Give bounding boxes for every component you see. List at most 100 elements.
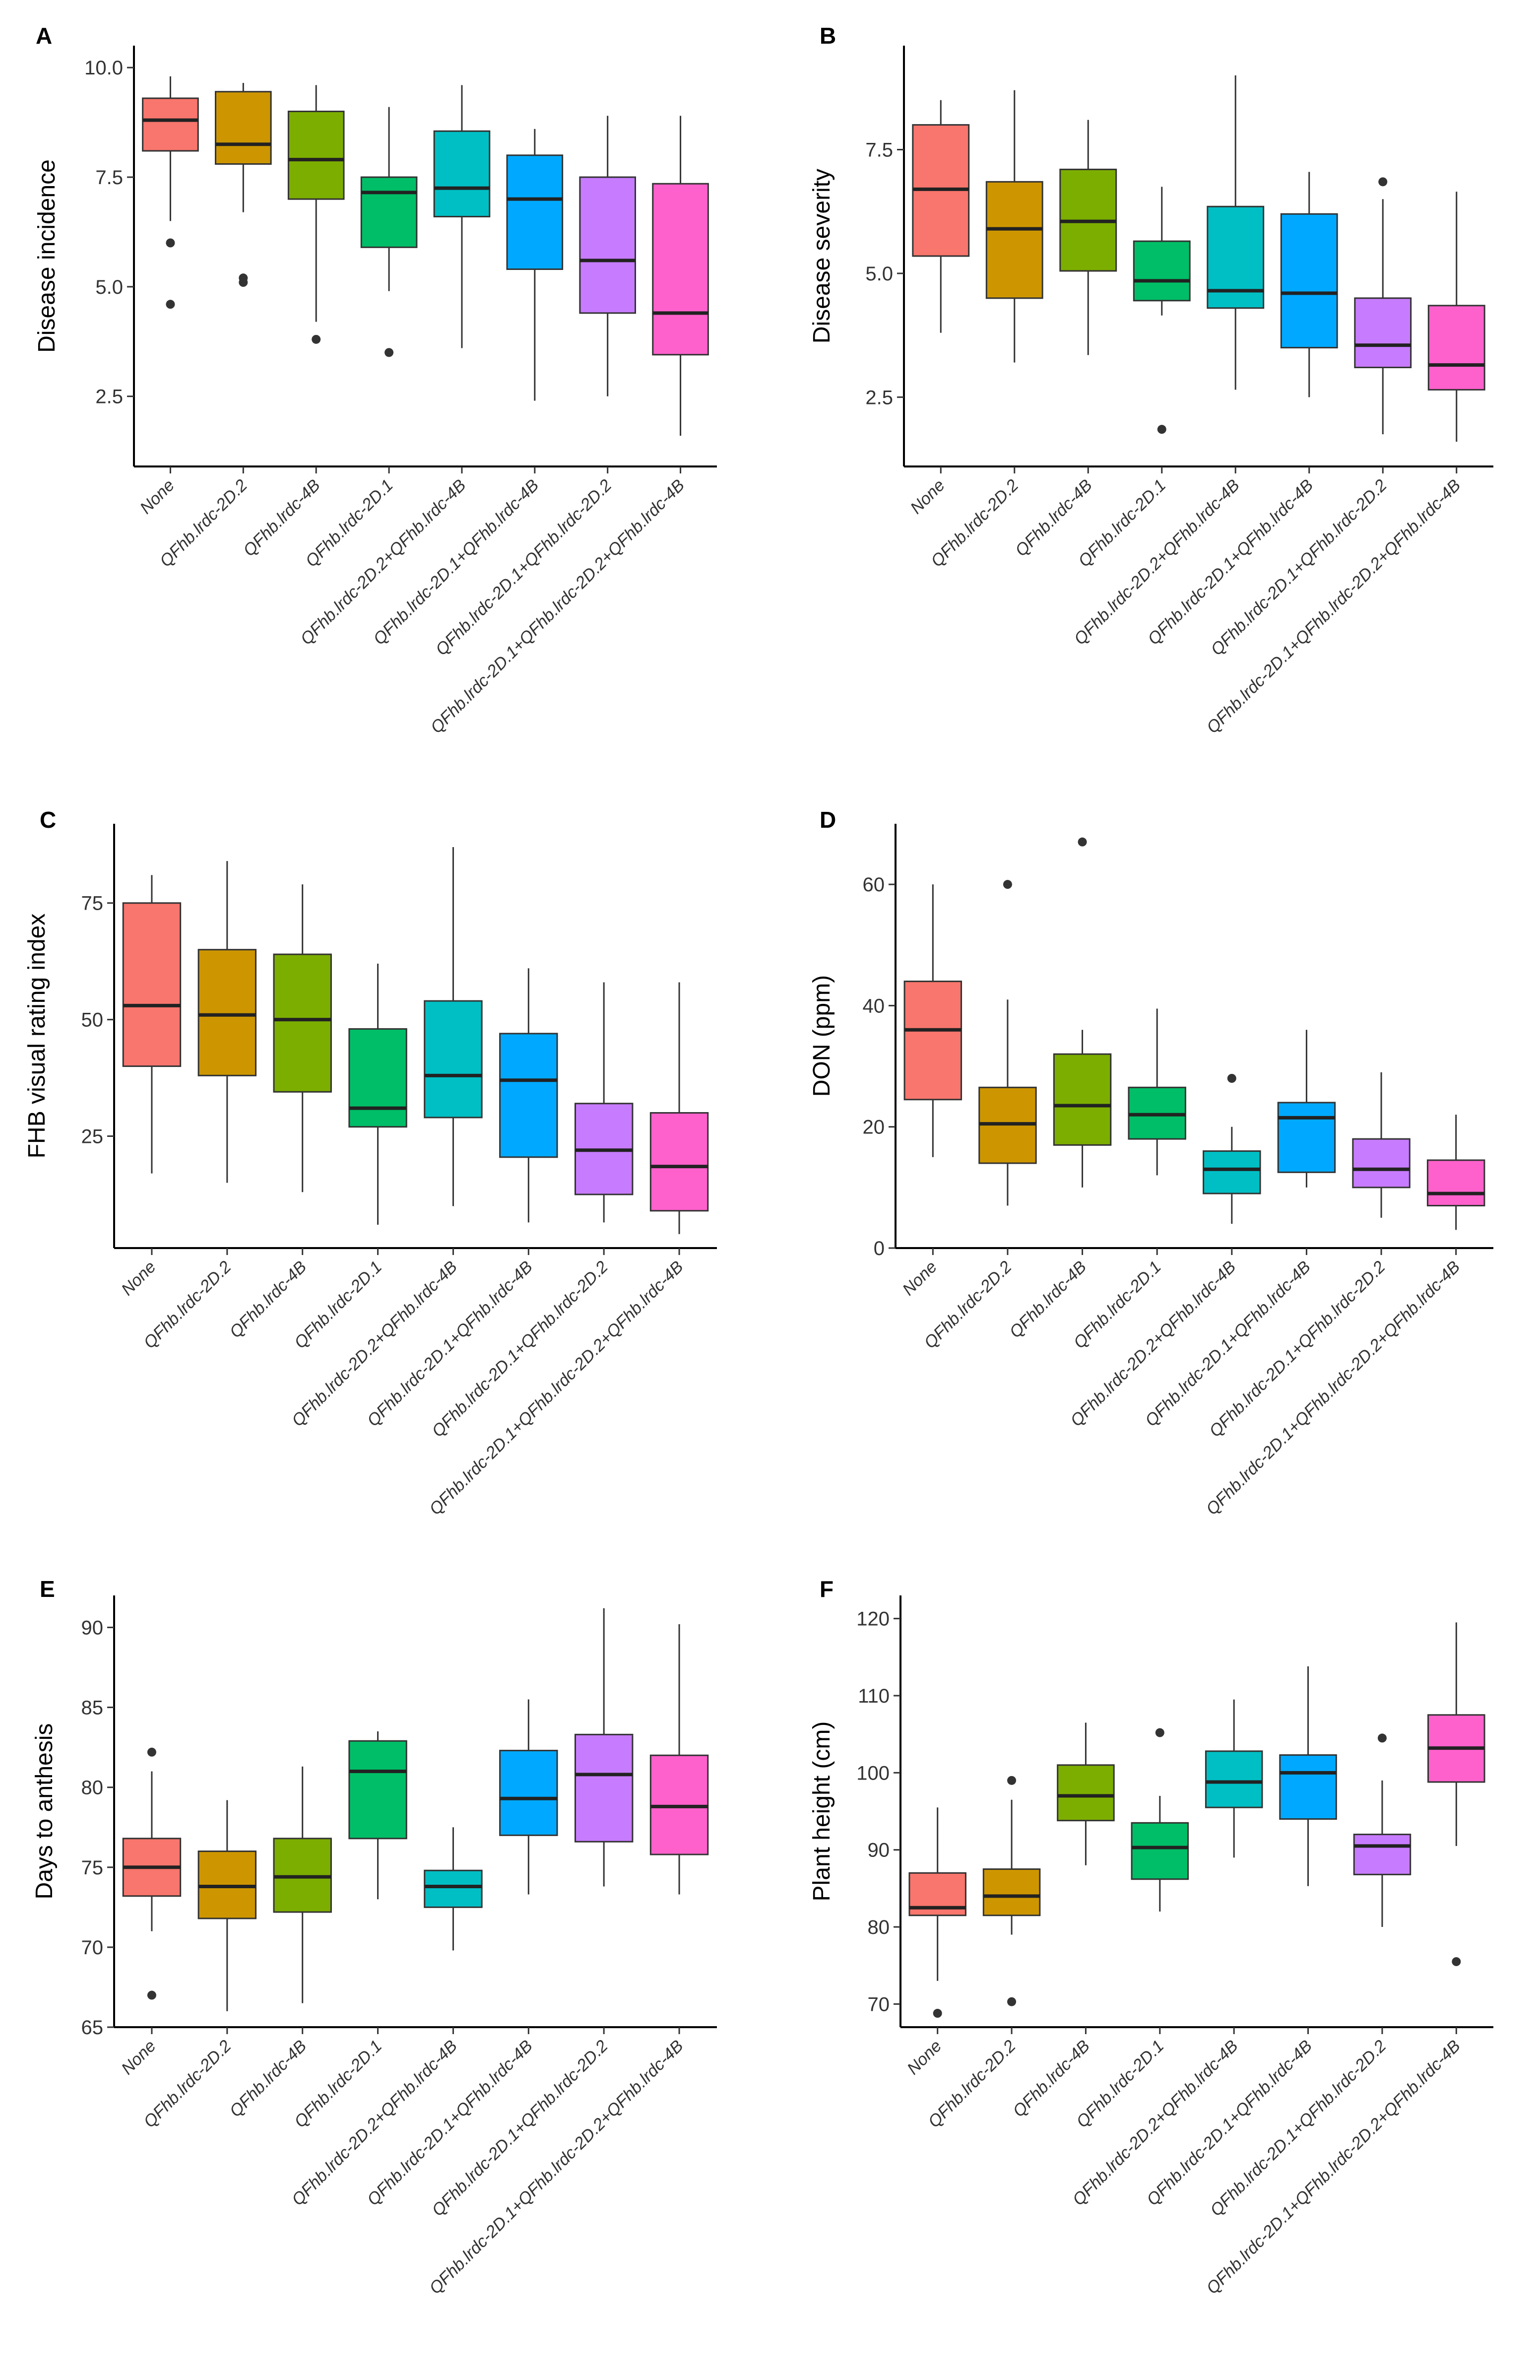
y-tick-label: 7.5 — [865, 139, 893, 161]
box-iqr — [1053, 1053, 1112, 1146]
y-tick-label: 25 — [81, 1126, 104, 1148]
panel-c: C FHB visual rating index 75 50 25 None QFhb.l… — [24, 807, 717, 1519]
y-tick-label: 5.0 — [865, 263, 893, 285]
box-3 — [1133, 187, 1191, 434]
x-tick-label: QFhb.lrdc-2D.1+QFhb.lrdc-2D.2+QFhb.lrdc-… — [426, 1257, 687, 1519]
outlier-point — [166, 300, 175, 309]
box-iqr — [1205, 1750, 1263, 1808]
x-tick-label: QFhb.lrdc-2D.2+QFhb.lrdc-4B — [288, 1257, 461, 1430]
x-tick-label: QFhb.lrdc-2D.1+QFhb.lrdc-2D.2+QFhb.lrdc-… — [1203, 2037, 1464, 2298]
box-1 — [197, 861, 257, 1183]
box-6 — [574, 982, 634, 1223]
y-tick-label: 50 — [81, 1009, 104, 1031]
box-0 — [122, 875, 182, 1174]
outlier-point — [166, 238, 175, 248]
box-iqr — [348, 1740, 407, 1840]
box-4 — [433, 85, 491, 348]
y-tick-label: 85 — [81, 1697, 104, 1719]
box-iqr — [499, 1033, 558, 1158]
y-axis-title: Disease incidence — [34, 159, 60, 353]
x-tick-label: QFhb.lrdc-2D.2+QFhb.lrdc-4B — [1067, 1257, 1239, 1430]
box-iqr — [215, 91, 272, 165]
box-7 — [1426, 1115, 1485, 1230]
panel-letter: E — [40, 1576, 55, 1602]
box-6 — [579, 116, 636, 397]
y-tick-label: 2.5 — [865, 387, 893, 408]
x-tick-label: None — [118, 2037, 159, 2078]
box-4 — [1207, 75, 1265, 390]
outlier-point — [385, 348, 394, 357]
panel-letter: D — [820, 807, 836, 833]
box-0 — [122, 1747, 182, 2000]
outlier-point — [1003, 880, 1012, 889]
box-iqr — [1207, 205, 1265, 309]
outlier-point — [1007, 1997, 1017, 2006]
outlier-point — [1155, 1728, 1164, 1737]
panel-f: F Plant height (cm) 120 110 100 90 80 70 None QFh… — [809, 1576, 1493, 2298]
box-6 — [1354, 177, 1412, 435]
box-iqr — [1133, 240, 1191, 302]
box-7 — [649, 982, 709, 1234]
box-2 — [287, 85, 345, 344]
box-7 — [1427, 1622, 1485, 1966]
box-3 — [348, 1731, 407, 1900]
outlier-point — [1377, 1733, 1387, 1743]
box-0 — [903, 884, 962, 1157]
outlier-point — [1007, 1776, 1017, 1785]
box-3 — [348, 963, 407, 1225]
box-6 — [1353, 1733, 1412, 1927]
x-tick-label: QFhb.lrdc-2D.1+QFhb.lrdc-2D.2+QFhb.lrdc-… — [426, 2037, 687, 2298]
box-6 — [574, 1608, 634, 1887]
box-2 — [1057, 1722, 1115, 1865]
x-tick-label: QFhb.lrdc-2D.1+QFhb.lrdc-2D.2+QFhb.lrdc-… — [1203, 476, 1465, 737]
y-tick-label: 110 — [858, 1685, 890, 1707]
box-iqr — [1354, 297, 1412, 368]
outlier-point — [147, 1990, 156, 2000]
box-iqr — [348, 1028, 407, 1128]
panel-letter: C — [40, 807, 56, 833]
y-tick-label: 80 — [868, 1917, 890, 1938]
box-4 — [424, 847, 483, 1206]
box-1 — [982, 1776, 1041, 2006]
box-5 — [1280, 172, 1338, 397]
y-tick-label: 0 — [874, 1238, 885, 1259]
y-tick-label: 90 — [81, 1617, 104, 1639]
box-iqr — [985, 181, 1043, 299]
box-1 — [215, 83, 272, 287]
y-tick-label: 100 — [856, 1762, 890, 1784]
y-tick-label: 40 — [863, 995, 885, 1017]
box-iqr — [499, 1750, 558, 1836]
box-0 — [908, 1807, 966, 2018]
box-iqr — [287, 111, 345, 200]
box-iqr — [142, 97, 199, 152]
y-tick-label: 75 — [81, 1857, 104, 1879]
box-iqr — [273, 953, 332, 1093]
y-tick-label: 7.5 — [95, 167, 123, 189]
box-7 — [1427, 192, 1485, 442]
x-tick-label: QFhb.lrdc-4B — [226, 1257, 311, 1342]
y-axis-title: Plant height (cm) — [809, 1721, 835, 1902]
box-1 — [985, 90, 1043, 363]
y-tick-label: 60 — [863, 874, 885, 896]
box-iqr — [1427, 305, 1485, 391]
box-iqr — [197, 949, 257, 1076]
y-axis-title: FHB visual rating index — [24, 914, 50, 1159]
box-iqr — [903, 981, 962, 1101]
panel-b: B Disease severity 7.5 5.0 2.5 None QFhb.lrdc-… — [809, 23, 1493, 737]
box-iqr — [1203, 1150, 1261, 1194]
y-axis-title: DON (ppm) — [809, 975, 835, 1097]
box-3 — [360, 107, 418, 357]
box-7 — [652, 116, 709, 436]
x-tick-label: QFhb.lrdc-2D.1+QFhb.lrdc-2D.2+QFhb.lrdc-… — [1203, 1257, 1464, 1519]
box-1 — [197, 1800, 257, 2011]
y-axis-title: Disease severity — [809, 169, 835, 343]
outlier-point — [312, 334, 321, 344]
outlier-point — [1078, 837, 1087, 847]
y-tick-label: 10.0 — [84, 57, 123, 79]
box-iqr — [982, 1868, 1041, 1917]
box-5 — [1279, 1666, 1337, 1886]
box-2 — [1053, 837, 1112, 1188]
box-iqr — [649, 1112, 709, 1212]
